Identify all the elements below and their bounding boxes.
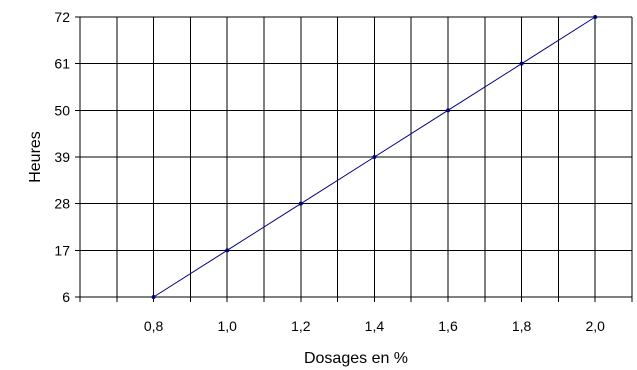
data-point	[298, 201, 303, 206]
y-tick-label: 28	[54, 196, 70, 212]
y-tick-label: 72	[54, 9, 70, 25]
x-tick-label: 1,8	[512, 318, 532, 334]
x-tick-label: 1,0	[217, 318, 237, 334]
y-tick-label: 6	[62, 289, 70, 305]
data-point	[151, 295, 156, 299]
x-tick-label: 1,6	[438, 318, 458, 334]
x-tick-label: 2,0	[585, 318, 605, 334]
data-point	[225, 248, 230, 253]
y-tick-label: 61	[54, 56, 70, 72]
series-layer	[151, 15, 598, 299]
tick-labels: 6 17 28 39 50 61 72 0,8 1,0 1,2 1,4 1,6 1,8 2,0	[54, 9, 605, 334]
data-point	[519, 61, 524, 66]
x-tick-label: 1,2	[291, 318, 311, 334]
axes	[75, 16, 633, 302]
x-tick-label: 0,8	[144, 318, 164, 334]
y-axis-title: Heures	[27, 131, 44, 183]
y-tick-label: 39	[54, 149, 70, 165]
grid	[79, 16, 633, 298]
y-tick-label: 17	[54, 242, 70, 258]
data-point	[593, 15, 598, 19]
x-axis-title: Dosages en %	[304, 350, 408, 367]
x-tick-label: 1,4	[365, 318, 385, 334]
data-point	[372, 155, 377, 159]
data-point	[446, 108, 450, 113]
y-tick-label: 50	[54, 102, 70, 118]
